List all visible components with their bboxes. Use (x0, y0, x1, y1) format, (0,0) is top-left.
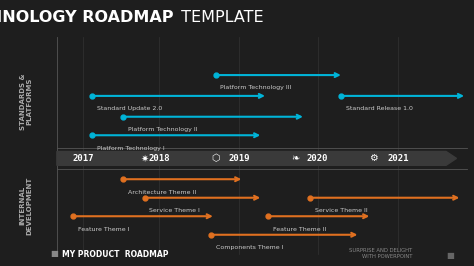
Text: Service Theme I: Service Theme I (149, 208, 200, 213)
Text: STANDARDS &
PLATFORMS: STANDARDS & PLATFORMS (19, 73, 33, 130)
Text: Standard Update 2.0: Standard Update 2.0 (97, 106, 163, 111)
Text: ⚙: ⚙ (369, 153, 377, 163)
Text: SURPRISE AND DELIGHT
WITH POWERPOINT: SURPRISE AND DELIGHT WITH POWERPOINT (349, 248, 412, 259)
Text: 2020: 2020 (307, 154, 328, 163)
Text: ■: ■ (447, 251, 454, 260)
Text: 2019: 2019 (228, 154, 250, 163)
Text: Platform Technology II: Platform Technology II (128, 127, 198, 132)
Text: ❧: ❧ (291, 153, 299, 163)
Text: Feature Theme I: Feature Theme I (78, 227, 130, 232)
Text: Platform Technology I: Platform Technology I (97, 146, 165, 151)
Text: ✷: ✷ (140, 153, 149, 163)
Text: TECHNOLOGY ROADMAP: TECHNOLOGY ROADMAP (0, 10, 173, 25)
Text: TEMPLATE: TEMPLATE (176, 10, 264, 25)
Text: Architecture Theme II: Architecture Theme II (128, 190, 196, 195)
Text: ■: ■ (51, 249, 58, 258)
Text: MY PRODUCT  ROADMAP: MY PRODUCT ROADMAP (62, 250, 168, 259)
Text: 2017: 2017 (72, 154, 94, 163)
Text: Components Theme I: Components Theme I (216, 245, 283, 250)
Text: Platform Technology III: Platform Technology III (220, 85, 292, 90)
Text: INTERNAL
DEVELOPMENT: INTERNAL DEVELOPMENT (19, 177, 33, 235)
Text: Service Theme II: Service Theme II (315, 208, 368, 213)
Text: 2018: 2018 (148, 154, 170, 163)
Text: Standard Release 1.0: Standard Release 1.0 (346, 106, 413, 111)
Text: ⬡: ⬡ (211, 153, 220, 163)
Text: 2021: 2021 (387, 154, 409, 163)
FancyArrow shape (57, 151, 456, 165)
Text: Feature Theme II: Feature Theme II (273, 227, 326, 232)
